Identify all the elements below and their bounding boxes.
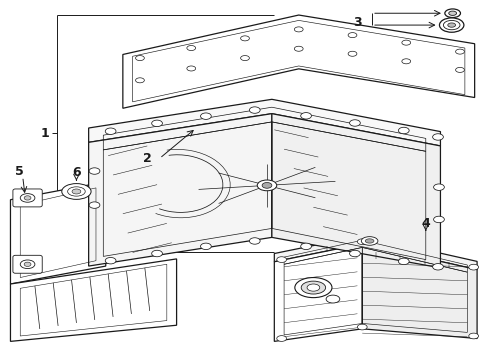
Ellipse shape [105, 257, 116, 264]
Ellipse shape [277, 336, 287, 341]
Ellipse shape [89, 168, 100, 174]
Ellipse shape [398, 258, 409, 265]
Ellipse shape [200, 243, 211, 249]
Ellipse shape [262, 183, 272, 188]
Text: 5: 5 [15, 165, 24, 177]
Polygon shape [272, 114, 441, 268]
Ellipse shape [20, 194, 35, 202]
Polygon shape [108, 126, 421, 255]
Ellipse shape [277, 257, 287, 262]
Ellipse shape [365, 239, 374, 243]
Ellipse shape [241, 55, 249, 60]
Text: 4: 4 [421, 216, 430, 230]
Polygon shape [362, 244, 477, 338]
Ellipse shape [456, 67, 465, 72]
FancyBboxPatch shape [13, 255, 42, 273]
Ellipse shape [349, 120, 360, 126]
Ellipse shape [349, 250, 360, 257]
Ellipse shape [433, 264, 443, 270]
Ellipse shape [440, 18, 464, 32]
Ellipse shape [294, 46, 303, 51]
Ellipse shape [357, 239, 367, 244]
Ellipse shape [249, 238, 260, 244]
Ellipse shape [433, 134, 443, 140]
Ellipse shape [105, 128, 116, 134]
Text: 6: 6 [72, 166, 81, 179]
Ellipse shape [443, 21, 460, 30]
Text: 2: 2 [143, 152, 151, 165]
Ellipse shape [294, 27, 303, 32]
Ellipse shape [434, 184, 444, 190]
Ellipse shape [469, 333, 479, 339]
Ellipse shape [152, 120, 162, 127]
Polygon shape [89, 114, 272, 266]
Ellipse shape [307, 284, 320, 291]
Ellipse shape [348, 33, 357, 38]
Ellipse shape [301, 113, 312, 119]
Ellipse shape [257, 180, 277, 191]
Ellipse shape [136, 55, 145, 60]
Ellipse shape [72, 189, 81, 194]
Polygon shape [10, 259, 176, 341]
Ellipse shape [62, 184, 91, 199]
Ellipse shape [301, 281, 326, 294]
Ellipse shape [295, 278, 332, 298]
Ellipse shape [402, 40, 411, 45]
Ellipse shape [326, 295, 340, 303]
Ellipse shape [357, 324, 367, 330]
Text: 1: 1 [40, 127, 49, 140]
Polygon shape [89, 99, 441, 146]
Polygon shape [274, 235, 477, 270]
Ellipse shape [68, 187, 85, 196]
Ellipse shape [187, 66, 196, 71]
Ellipse shape [456, 49, 465, 54]
Ellipse shape [20, 260, 35, 269]
Ellipse shape [89, 202, 100, 208]
Ellipse shape [348, 51, 357, 56]
Polygon shape [274, 244, 362, 341]
FancyBboxPatch shape [13, 189, 42, 207]
Text: 3: 3 [354, 16, 362, 29]
Ellipse shape [241, 36, 249, 41]
Ellipse shape [200, 113, 211, 120]
Ellipse shape [402, 59, 411, 64]
Polygon shape [10, 182, 106, 284]
Ellipse shape [448, 23, 456, 27]
Ellipse shape [469, 264, 479, 270]
Ellipse shape [445, 9, 461, 18]
Ellipse shape [434, 216, 444, 223]
Ellipse shape [187, 45, 196, 50]
Ellipse shape [24, 262, 31, 266]
Ellipse shape [398, 127, 409, 134]
Ellipse shape [361, 237, 378, 245]
Ellipse shape [449, 11, 457, 15]
Ellipse shape [24, 196, 31, 200]
Ellipse shape [136, 78, 145, 83]
Ellipse shape [249, 107, 260, 113]
Ellipse shape [301, 243, 312, 249]
Polygon shape [123, 15, 475, 108]
Ellipse shape [152, 250, 162, 257]
